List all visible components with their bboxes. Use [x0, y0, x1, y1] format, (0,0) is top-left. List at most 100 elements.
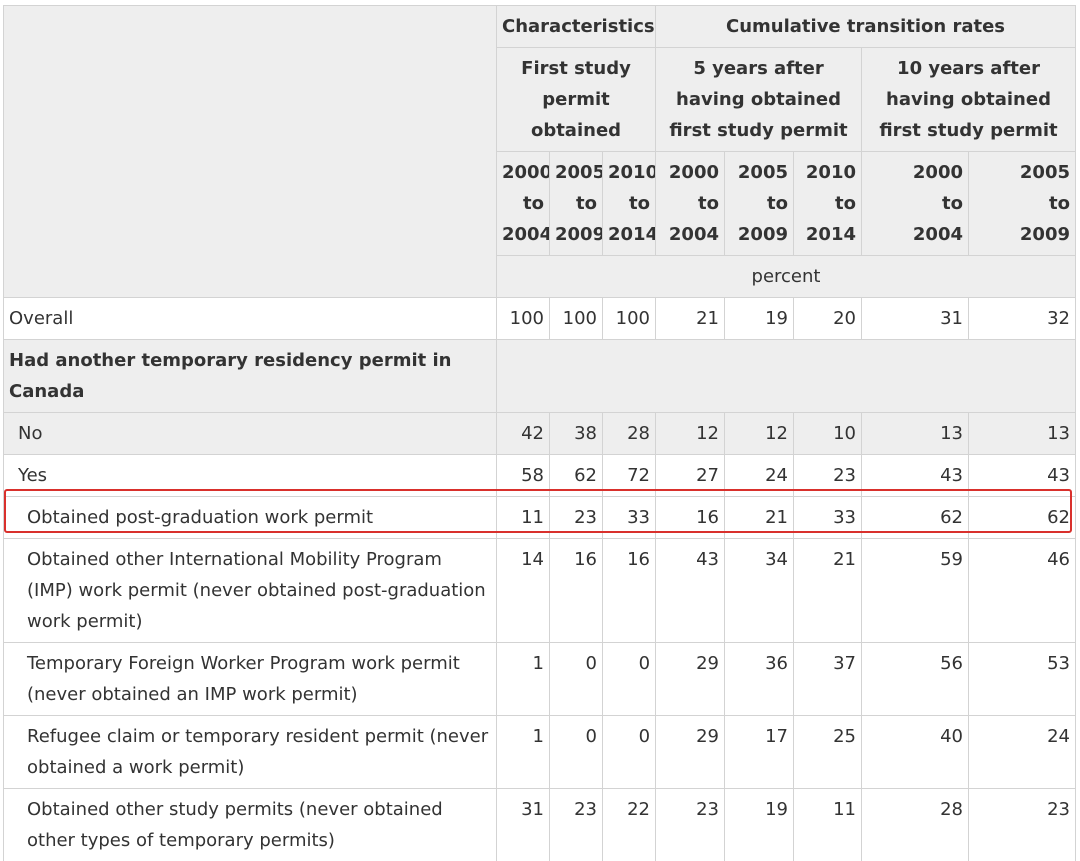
table-cell: 37 [794, 643, 862, 716]
table-cell: 16 [550, 539, 603, 643]
table-cell: 29 [656, 716, 725, 789]
table-cell: 23 [550, 497, 603, 539]
table-cell: 56 [862, 643, 969, 716]
table-cell: 34 [725, 539, 794, 643]
table-cell: 58 [497, 455, 550, 497]
table-cell: 21 [656, 298, 725, 340]
header-five-years: 5 years after having obtained first stud… [656, 48, 862, 152]
table-cell: 28 [862, 789, 969, 861]
table-cell: 43 [862, 455, 969, 497]
table-cell: 24 [725, 455, 794, 497]
table-row: Yes 58 62 72 27 24 23 43 43 [4, 455, 1076, 497]
table-cell: 100 [603, 298, 656, 340]
table-cell: 12 [656, 413, 725, 455]
table-row: Obtained post-graduation work permit 11 … [4, 497, 1076, 539]
table-cell: 20 [794, 298, 862, 340]
table-cell: 59 [862, 539, 969, 643]
table-cell: 10 [794, 413, 862, 455]
table-cell: 33 [603, 497, 656, 539]
table-cell: 23 [794, 455, 862, 497]
table-cell: 21 [794, 539, 862, 643]
table-cell: 23 [656, 789, 725, 861]
table-cell: 53 [969, 643, 1076, 716]
table-cell: 11 [497, 497, 550, 539]
table-row: Overall 100 100 100 21 19 20 31 32 [4, 298, 1076, 340]
table-cell: 11 [794, 789, 862, 861]
row-label: Refugee claim or temporary resident perm… [4, 716, 497, 789]
table-cell: 25 [794, 716, 862, 789]
table-cell: 46 [969, 539, 1076, 643]
table-cell: 62 [550, 455, 603, 497]
table-cell: 40 [862, 716, 969, 789]
table-row: Obtained other International Mobility Pr… [4, 539, 1076, 643]
section-row: Had another temporary residency permit i… [4, 340, 1076, 413]
table-cell: 31 [497, 789, 550, 861]
header-corner [4, 6, 497, 298]
row-label: Obtained post-graduation work permit [4, 497, 497, 539]
table-cell: 19 [725, 789, 794, 861]
table-cell: 27 [656, 455, 725, 497]
table-cell: 1 [497, 716, 550, 789]
table-cell: 23 [969, 789, 1076, 861]
header-ten-years: 10 years after having obtained first stu… [862, 48, 1076, 152]
table-cell: 22 [603, 789, 656, 861]
header-first-study: First study permit obtained [497, 48, 656, 152]
header-row-1: Characteristics Cumulative transition ra… [4, 6, 1076, 48]
transition-rates-table: Characteristics Cumulative transition ra… [3, 5, 1076, 861]
table-cell: 28 [603, 413, 656, 455]
row-label: Temporary Foreign Worker Program work pe… [4, 643, 497, 716]
section-spacer [497, 340, 1076, 413]
table-cell: 17 [725, 716, 794, 789]
table-cell: 14 [497, 539, 550, 643]
header-characteristics: Characteristics [497, 6, 656, 48]
table-cell: 33 [794, 497, 862, 539]
table-cell: 13 [969, 413, 1076, 455]
header-cumulative: Cumulative transition rates [656, 6, 1076, 48]
table-cell: 19 [725, 298, 794, 340]
table-cell: 24 [969, 716, 1076, 789]
row-label: Overall [4, 298, 497, 340]
table-cell: 0 [603, 716, 656, 789]
table-cell: 31 [862, 298, 969, 340]
table-cell: 36 [725, 643, 794, 716]
table-cell: 23 [550, 789, 603, 861]
table-cell: 0 [550, 643, 603, 716]
table-cell: 29 [656, 643, 725, 716]
table-row: Obtained other study permits (never obta… [4, 789, 1076, 861]
table-cell: 0 [603, 643, 656, 716]
table-row: Temporary Foreign Worker Program work pe… [4, 643, 1076, 716]
section-heading: Had another temporary residency permit i… [4, 340, 497, 413]
row-label: Obtained other International Mobility Pr… [4, 539, 497, 643]
table-cell: 42 [497, 413, 550, 455]
row-label: No [4, 413, 497, 455]
table-cell: 72 [603, 455, 656, 497]
row-label: Yes [4, 455, 497, 497]
table-cell: 16 [656, 497, 725, 539]
table-cell: 43 [656, 539, 725, 643]
table-cell: 100 [550, 298, 603, 340]
table-cell: 32 [969, 298, 1076, 340]
table-cell: 43 [969, 455, 1076, 497]
unit-label: percent [497, 256, 1076, 298]
table-cell: 0 [550, 716, 603, 789]
table-cell: 38 [550, 413, 603, 455]
table-cell: 16 [603, 539, 656, 643]
table-cell: 12 [725, 413, 794, 455]
table-row: No 42 38 28 12 12 10 13 13 [4, 413, 1076, 455]
table-cell: 21 [725, 497, 794, 539]
table-cell: 13 [862, 413, 969, 455]
row-label: Obtained other study permits (never obta… [4, 789, 497, 861]
table-cell: 100 [497, 298, 550, 340]
table-row: Refugee claim or temporary resident perm… [4, 716, 1076, 789]
table-cell: 1 [497, 643, 550, 716]
table-cell: 62 [862, 497, 969, 539]
table-cell: 62 [969, 497, 1076, 539]
